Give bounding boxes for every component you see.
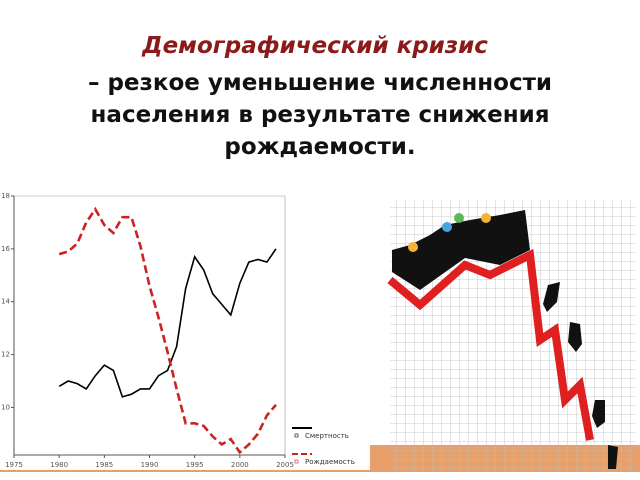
- subtitle-line: рождаемости.: [224, 134, 415, 160]
- x-tick-label: 1985: [95, 461, 113, 469]
- data-line: [58, 206, 277, 455]
- legend-marker: [294, 433, 299, 438]
- x-tick-label: 1980: [50, 461, 68, 469]
- chart-background: [0, 188, 370, 470]
- x-tick-label: 2000: [231, 461, 249, 469]
- balloon: [408, 242, 418, 252]
- legend-marker: [294, 459, 299, 464]
- y-tick-label: 12: [1, 351, 10, 359]
- legend-label: Рождаемость: [305, 458, 355, 466]
- x-tick-label: 1995: [186, 461, 204, 469]
- crowd: [392, 210, 530, 290]
- y-tick-label: 14: [1, 298, 10, 306]
- chart: 10 12 14 16 18 1975 1980 1985 1990 1995 2000 2005 См…: [1, 192, 355, 469]
- subtitle-line: – резкое уменьшение численности: [88, 70, 552, 96]
- balloon: [481, 213, 491, 223]
- falling-figure: [592, 400, 605, 428]
- falling-figure: [608, 445, 618, 469]
- balloon: [454, 213, 464, 223]
- x-tick-label: 1975: [5, 461, 23, 469]
- falling-line: [387, 248, 594, 441]
- y-tick-label: 16: [1, 245, 10, 253]
- x-tick-label: 1990: [141, 461, 159, 469]
- y-tick-label: 18: [1, 192, 10, 200]
- falling-figure: [568, 322, 582, 352]
- y-tick-label: 10: [1, 403, 10, 411]
- falling-figure: [543, 282, 560, 312]
- subtitle-line: населения в результате снижения: [91, 102, 550, 128]
- data-line: [58, 248, 277, 398]
- x-tick-label: 2005: [276, 461, 294, 469]
- illustration: [387, 200, 636, 472]
- slide-title: Демографический кризис: [141, 33, 488, 59]
- balloon: [442, 222, 452, 232]
- legend-label: Смертность: [305, 432, 349, 440]
